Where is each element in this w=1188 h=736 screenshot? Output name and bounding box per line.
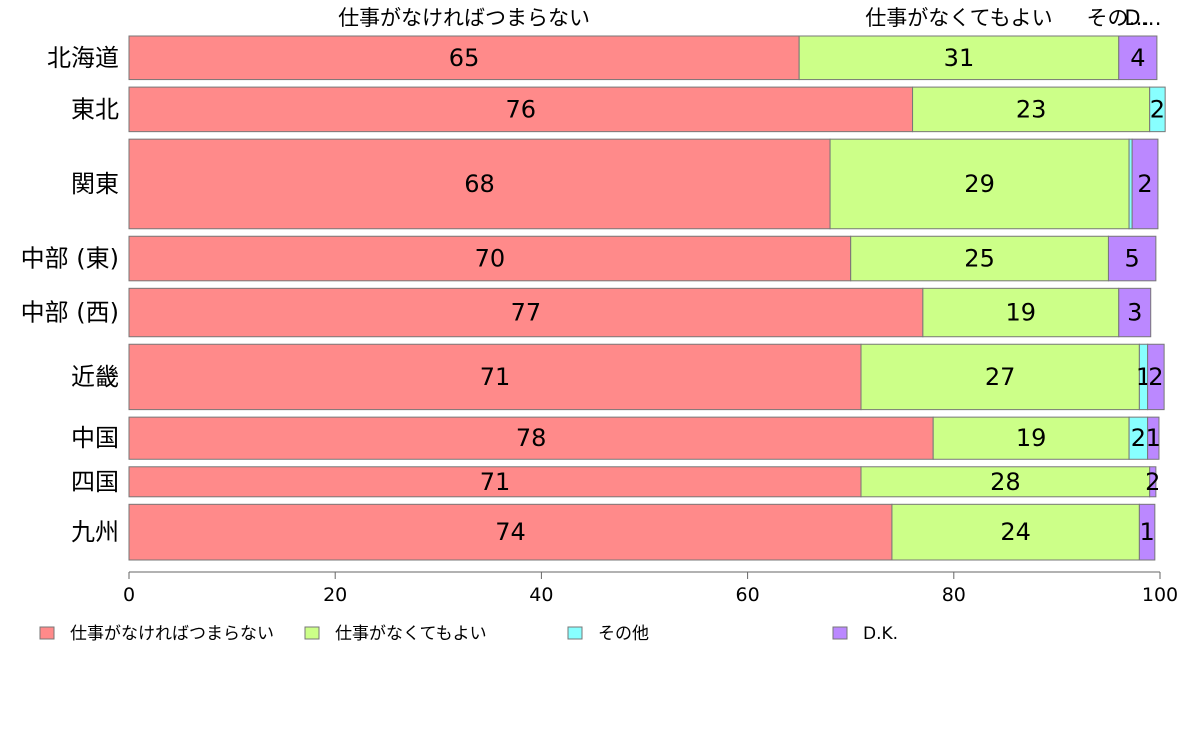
bar-segment [128,287,924,338]
bar-segment [1118,35,1158,81]
legend-label: 仕事がなければつまらない [70,624,274,644]
bar-value-label: 28 [990,468,1021,496]
bar-value-label: 25 [964,245,995,273]
legend-label: D.K. [863,624,898,644]
bar-value-label: 71 [480,363,511,391]
bar-value-label: 19 [1006,299,1037,327]
bar-value-label: 74 [495,518,526,546]
bar-segment [1131,138,1159,230]
bar-segment [128,503,893,561]
bar-segment [850,235,1109,282]
bar-value-label: 3 [1127,299,1142,327]
bar-value-label: 2 [1131,424,1146,452]
category-label: 中国 [71,424,119,452]
bar-value-label: 4 [1130,44,1145,72]
category-label: 四国 [71,468,119,496]
bar-segment [912,86,1151,133]
x-tick-label: 60 [736,584,760,606]
bar-segment [1107,235,1157,282]
bar-segment [128,235,852,282]
category-label: 東北 [71,95,119,123]
bar-value-label: 23 [1016,95,1047,123]
bar-segment [128,343,862,411]
category-label: 北海道 [47,44,119,72]
x-tick-label: 80 [942,584,966,606]
bar-value-label: 24 [1000,518,1031,546]
bar-value-label: 1 [1146,424,1161,452]
bar-value-label: 31 [944,44,975,72]
bar-segment [798,35,1120,81]
bar-segment [1147,343,1165,411]
legend-swatch [832,626,848,640]
bar-value-label: 78 [516,424,547,452]
category-label: 中部 (西) [21,299,119,327]
bar-value-label: 70 [475,245,506,273]
bar-segment [128,138,831,230]
bar-segment [932,416,1130,460]
legend-label: その他 [598,624,649,644]
bar-value-label: 65 [449,44,480,72]
legend-swatch [304,626,320,640]
bar-segment [829,138,1130,230]
bar-segment [128,466,862,498]
bar-value-label: 71 [480,468,511,496]
legend-label: 仕事がなくてもよい [335,624,487,644]
top-series-label: その… [1087,6,1150,30]
bar-value-label: 77 [511,299,542,327]
x-tick-label: 40 [529,584,553,606]
top-series-label: 仕事がなくてもよい [865,6,1052,30]
bar-value-label: 2 [1137,170,1152,198]
bar-value-label: 5 [1125,245,1140,273]
bar-value-label: 2 [1145,468,1160,496]
x-tick-label: 0 [123,584,135,606]
category-label: 九州 [71,518,119,546]
top-series-label: D… [1124,6,1161,30]
bar-segment [860,466,1151,498]
bar-segment [1138,503,1156,561]
bar-value-label: 1 [1139,518,1154,546]
bar-segment [1118,287,1152,338]
category-label: 関東 [71,170,119,198]
category-label: 近畿 [71,363,119,391]
bar-segment [860,343,1140,411]
bar-segment [1149,466,1157,498]
bar-value-label: 2 [1150,95,1165,123]
bar-segment [128,86,914,133]
bar-value-label: 29 [964,170,995,198]
top-series-label: 仕事がなければつまらない [338,6,590,30]
bar-segment [128,35,800,81]
bar-value-label: 68 [464,170,495,198]
bar-value-label: 2 [1148,363,1163,391]
category-label: 中部 (東) [21,245,119,273]
bar-value-label: 27 [985,363,1016,391]
bar-segment [1147,416,1160,460]
bar-segment [128,416,934,460]
bar-value-label: 76 [506,95,537,123]
legend-swatch [39,626,55,640]
legend-swatch [567,626,583,640]
bar-value-label: 19 [1016,424,1047,452]
x-tick-label: 20 [323,584,347,606]
x-tick-label: 100 [1142,584,1178,606]
bar-segment [1149,86,1166,133]
